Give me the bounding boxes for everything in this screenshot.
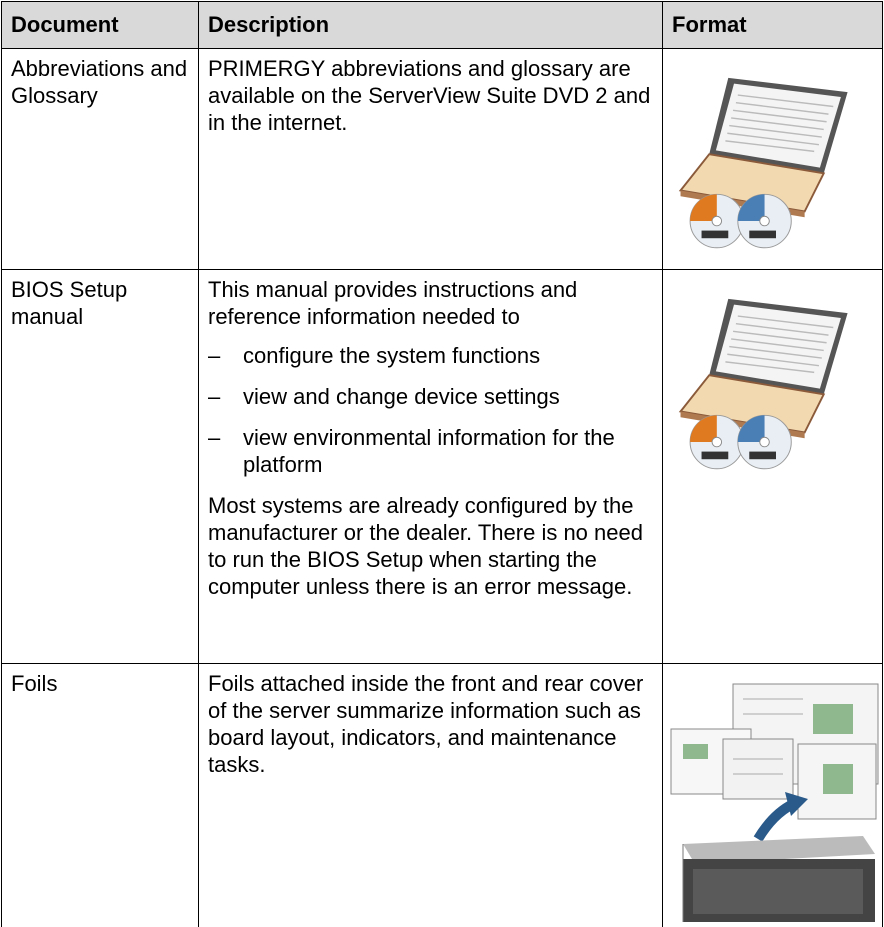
bullet: configure the system functions <box>208 342 654 369</box>
bullet: view environmental information for the p… <box>208 424 654 478</box>
foils-icon <box>670 683 879 922</box>
format-cell <box>662 48 883 270</box>
description-cell: PRIMERGY abbreviations and glossary are … <box>198 48 663 270</box>
bullet-list: configure the system functions view and … <box>208 342 654 478</box>
paragraph: Foils attached inside the front and rear… <box>208 671 644 777</box>
description-cell: Foils attached inside the front and rear… <box>198 663 663 927</box>
header-cell: Format <box>662 1 883 49</box>
document-cell: Foils <box>1 663 199 927</box>
laptop-cd-icon <box>671 280 881 480</box>
format-cell <box>662 663 883 927</box>
format-cell <box>662 269 883 664</box>
table-row: Foils Foils attached inside the front an… <box>1 663 883 927</box>
header-row: Document Description Format <box>1 1 883 49</box>
paragraph: PRIMERGY abbreviations and glossary are … <box>208 56 651 135</box>
paragraph: This manual provides instructions and re… <box>208 277 578 329</box>
header-cell: Document <box>1 1 199 49</box>
document-cell: BIOS Setup manual <box>1 269 199 664</box>
table-row: BIOS Setup manual This manual provides i… <box>1 269 883 664</box>
table-row: Abbreviations and Glossary PRIMERGY abbr… <box>1 48 883 270</box>
description-cell: This manual provides instructions and re… <box>198 269 663 664</box>
laptop-cd-icon <box>671 59 881 259</box>
paragraph: Most systems are already configured by t… <box>208 493 643 599</box>
document-cell: Abbreviations and Glossary <box>1 48 199 270</box>
bullet: view and change device settings <box>208 383 654 410</box>
header-cell: Description <box>198 1 663 49</box>
